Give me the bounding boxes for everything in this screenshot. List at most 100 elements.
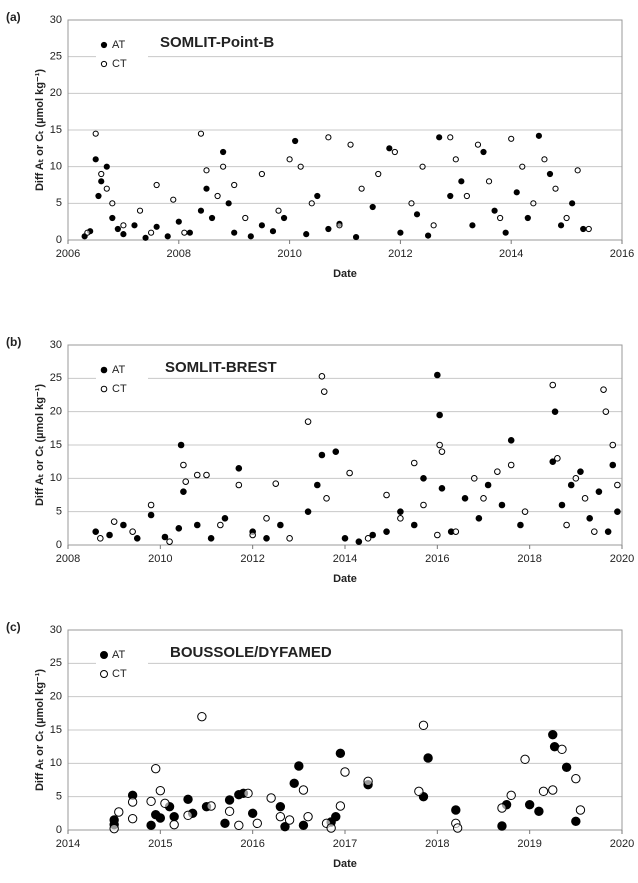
data-point xyxy=(98,170,105,178)
data-point xyxy=(314,481,321,489)
data-point xyxy=(397,515,404,522)
data-point xyxy=(221,515,229,522)
data-point xyxy=(498,501,506,509)
data-point xyxy=(375,170,382,178)
data-point xyxy=(297,163,304,170)
data-point xyxy=(175,525,183,532)
data-point xyxy=(475,515,483,522)
data-point xyxy=(480,148,487,156)
legend-marker xyxy=(100,385,108,393)
data-point xyxy=(452,823,463,833)
data-point xyxy=(247,808,258,819)
y-tick-label: 10 xyxy=(50,472,62,484)
data-point xyxy=(298,820,309,831)
data-point xyxy=(280,821,290,832)
data-point xyxy=(347,141,354,148)
data-point xyxy=(524,214,531,222)
data-point xyxy=(225,200,232,207)
data-point xyxy=(451,805,461,815)
data-point xyxy=(410,521,418,529)
data-point xyxy=(247,233,254,240)
data-point xyxy=(513,189,520,196)
data-point xyxy=(418,720,429,731)
data-point xyxy=(298,785,309,795)
data-point xyxy=(203,185,210,192)
data-point xyxy=(563,521,570,529)
data-point xyxy=(425,232,432,239)
data-point xyxy=(249,531,256,539)
data-point xyxy=(474,141,482,148)
data-point xyxy=(110,518,118,525)
data-point xyxy=(151,763,161,774)
x-tick-label: 2014 xyxy=(333,553,357,565)
y-tick-label: 25 xyxy=(50,372,62,384)
data-point xyxy=(335,801,346,811)
x-tick-label: 2008 xyxy=(56,553,80,565)
x-tick-label: 2018 xyxy=(517,553,541,565)
y-tick-label: 30 xyxy=(50,624,62,636)
y-tick-label: 25 xyxy=(50,51,62,63)
data-point xyxy=(266,793,276,803)
data-point xyxy=(147,511,155,519)
legend-box xyxy=(96,34,148,74)
data-point xyxy=(551,408,559,415)
data-point xyxy=(193,471,201,479)
data-point xyxy=(386,145,393,152)
plot-frame xyxy=(67,19,623,241)
y-axis-label: Diff Aₜ or Cₜ (µmol kg⁻¹) xyxy=(34,669,46,791)
data-point xyxy=(614,481,621,489)
data-point xyxy=(242,214,249,222)
data-point xyxy=(519,163,526,170)
x-tick-label: 2014 xyxy=(499,248,523,260)
data-point xyxy=(520,754,530,765)
x-tick-label: 2019 xyxy=(517,838,541,850)
y-tick-label: 15 xyxy=(50,724,62,736)
x-tick-label: 2008 xyxy=(167,248,191,260)
data-point xyxy=(263,535,270,542)
y-tick-label: 5 xyxy=(56,506,62,518)
data-point xyxy=(231,229,238,236)
data-point xyxy=(275,207,282,214)
data-point xyxy=(308,200,315,207)
data-point xyxy=(485,178,493,185)
data-point xyxy=(358,185,365,192)
data-point xyxy=(557,744,567,755)
data-point xyxy=(580,225,587,233)
chart-title: BOUSSOLE/DYFAMED xyxy=(170,644,332,661)
data-point xyxy=(420,475,427,482)
data-point xyxy=(326,823,336,833)
data-point xyxy=(286,156,293,163)
data-point xyxy=(203,471,210,479)
data-point xyxy=(258,170,265,178)
data-point xyxy=(136,207,144,214)
data-point xyxy=(114,225,121,233)
data-point xyxy=(355,538,363,545)
data-point xyxy=(508,135,515,142)
data-point xyxy=(186,229,193,236)
data-point xyxy=(447,134,454,141)
data-point xyxy=(147,501,155,509)
data-point xyxy=(571,773,581,784)
data-point xyxy=(146,820,156,831)
data-point xyxy=(97,535,104,542)
data-point xyxy=(469,222,476,229)
data-point xyxy=(420,501,427,509)
legend-label: CT xyxy=(112,383,127,395)
x-tick-label: 2014 xyxy=(56,838,80,850)
data-point xyxy=(92,528,99,535)
data-point xyxy=(352,233,360,241)
data-point xyxy=(146,796,156,807)
data-point xyxy=(153,181,160,189)
data-point xyxy=(95,192,102,200)
legend-marker xyxy=(100,41,108,49)
data-point xyxy=(461,495,469,502)
data-point xyxy=(164,233,171,240)
data-point xyxy=(423,753,433,763)
data-point xyxy=(502,229,509,236)
data-point xyxy=(602,408,610,415)
data-point xyxy=(383,528,390,535)
data-point xyxy=(169,819,179,830)
data-point xyxy=(175,218,182,225)
legend-label: AT xyxy=(112,364,126,376)
data-point xyxy=(269,228,277,235)
